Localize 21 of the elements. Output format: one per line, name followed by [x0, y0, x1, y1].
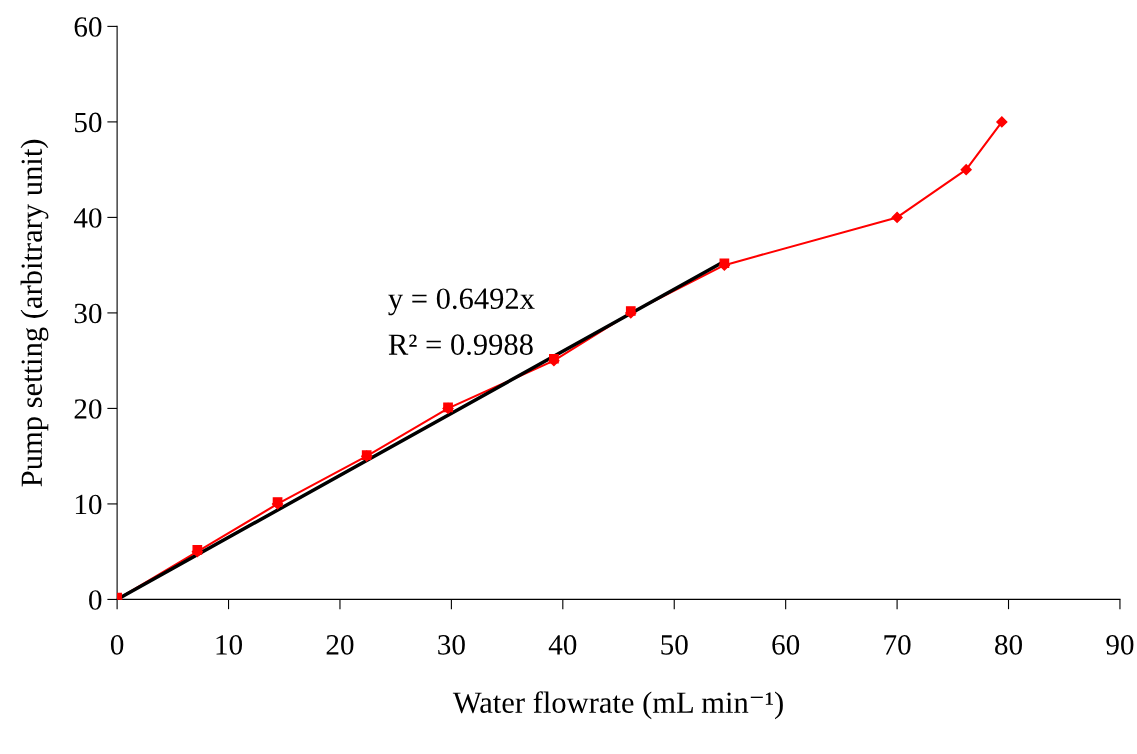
y-tick-label: 60 — [74, 17, 102, 37]
x-axis-title: Water flowrate (mL min⁻¹) — [452, 691, 783, 720]
y-tick-label: 10 — [75, 494, 102, 515]
x-tick-label: 50 — [661, 635, 688, 655]
y-tick-label: 50 — [75, 112, 102, 133]
y-tick-label: 30 — [74, 303, 102, 324]
x-tick-label: 40 — [548, 635, 577, 655]
y-tick-label: 20 — [74, 399, 102, 419]
x-tick-label: 30 — [438, 635, 465, 655]
annotation: R² = 0.9988 — [388, 334, 533, 356]
x-tick-label: 80 — [995, 635, 1022, 655]
x-tick-label: 60 — [772, 635, 800, 655]
x-tick-label: 70 — [884, 635, 911, 655]
x-tick-label: 10 — [216, 635, 243, 655]
x-tick-label: 20 — [326, 635, 354, 655]
annotation: y = 0.6492x — [388, 288, 535, 316]
x-tick-label: 0 — [110, 635, 124, 655]
y-axis-title: Pump setting (arbitrary unit) — [20, 139, 49, 487]
y-tick-label: 0 — [89, 590, 102, 610]
x-tick-label: 90 — [1106, 635, 1134, 655]
y-tick-label: 40 — [73, 208, 102, 228]
